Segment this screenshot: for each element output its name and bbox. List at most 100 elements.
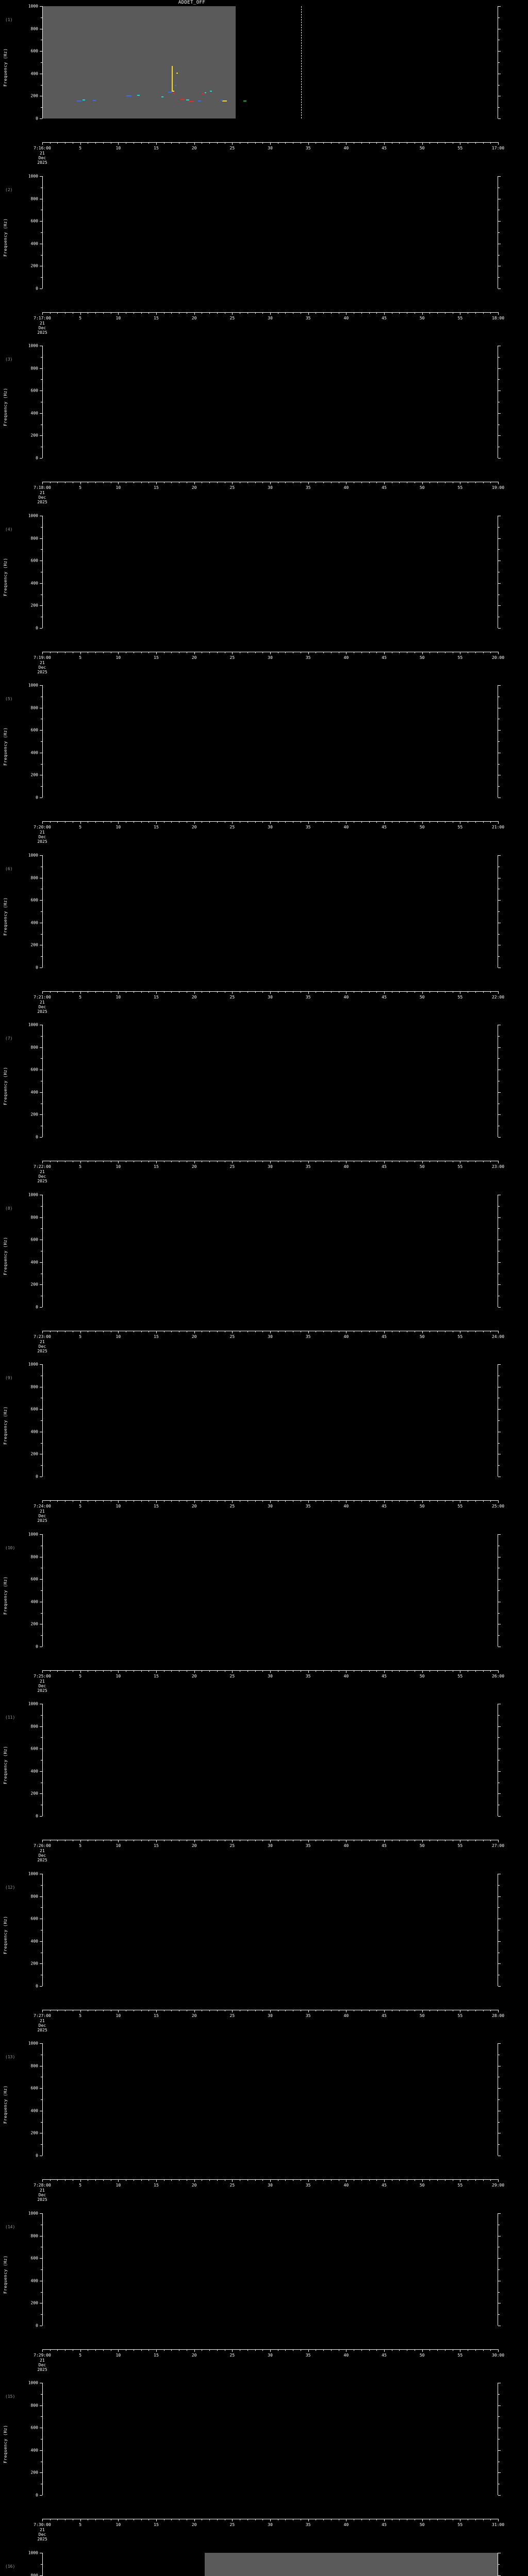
x-tick-label: 15: [154, 2013, 159, 2018]
right-axis-ticks: [498, 2553, 508, 2576]
x-tick-minor: [369, 312, 370, 314]
x-tick-minor: [483, 1161, 484, 1162]
plot-area[interactable]: [42, 2553, 498, 2576]
x-tick: [194, 2519, 195, 2521]
x-tick: [80, 2179, 81, 2182]
x-tick: [118, 1840, 119, 1842]
plot-area[interactable]: [42, 1195, 498, 1307]
y-tick-label: 400: [30, 2448, 38, 2453]
x-tick-label: 25: [229, 2522, 235, 2527]
chart-panel: (16)Frequency (Hz)020040060080010007:31:…: [0, 2551, 528, 2576]
y-tick-label: 400: [30, 1769, 38, 1774]
chart-panel: (6) Frequency (Hz) 0 200 400 600 800 1000 7:21:0…: [0, 853, 528, 1014]
plot-area[interactable]: [42, 2383, 498, 2495]
x-tick-label: 15: [154, 2183, 159, 2188]
plot-area[interactable]: [42, 2043, 498, 2156]
plot-area[interactable]: [42, 1874, 498, 1986]
plot-area[interactable]: [42, 176, 498, 289]
plot-area[interactable]: [42, 685, 498, 798]
y-axis-ticks: 0 200 400 600 800 1000: [0, 174, 42, 319]
x-tick-minor: [217, 2519, 218, 2520]
x-tick-label: 55: [457, 2013, 463, 2018]
x-tick-minor: [148, 2010, 150, 2011]
right-tick: [498, 2088, 501, 2089]
x-tick-label: 25: [229, 1334, 235, 1339]
x-tick: [194, 482, 195, 484]
x-tick-label: 50: [419, 2353, 425, 2358]
x-tick-minor: [444, 312, 446, 314]
x-tick-minor: [376, 482, 377, 483]
y-tick-label: 200: [30, 1451, 38, 1456]
x-tick: [384, 991, 385, 994]
x-tick-minor: [285, 1161, 286, 1162]
date-year: 2025: [37, 839, 47, 844]
x-tick-label: 55: [457, 2522, 463, 2527]
plot-area[interactable]: [42, 2213, 498, 2326]
x-tick-minor: [331, 2010, 332, 2011]
x-tick-minor: [399, 482, 400, 483]
x-tick-label: 25:00: [491, 1504, 505, 1509]
y-tick-label: 600: [30, 2256, 38, 2261]
right-tick-minor: [498, 549, 500, 550]
x-tick-label: 45: [382, 655, 387, 660]
plot-area[interactable]: [42, 1025, 498, 1137]
x-tick: [232, 652, 233, 654]
x-tick-label: 10: [116, 825, 121, 829]
x-tick-minor: [323, 1331, 324, 1332]
x-tick-label: 25: [229, 1843, 235, 1848]
x-tick-label: 31:00: [491, 2522, 505, 2527]
x-tick-label: 20: [191, 485, 197, 490]
x-tick-minor: [376, 312, 377, 314]
x-tick-label: 15: [154, 1334, 159, 1339]
plot-area[interactable]: [42, 346, 498, 458]
date-year: 2025: [37, 2537, 47, 2541]
x-tick: [80, 1670, 81, 1673]
y-tick-label: 800: [30, 536, 38, 541]
x-tick-minor: [437, 1840, 438, 1841]
x-tick-minor: [444, 2519, 446, 2520]
plot-area[interactable]: [42, 516, 498, 628]
x-tick: [42, 2519, 43, 2521]
x-axis-date-stack: 21 Dec 2025: [37, 2019, 47, 2032]
x-tick-minor: [331, 1331, 332, 1332]
detection-mark: [176, 72, 178, 74]
x-tick-label: 45: [382, 485, 387, 490]
x-tick-minor: [141, 142, 142, 144]
plot-area[interactable]: [42, 1534, 498, 1647]
x-tick-minor: [57, 1331, 58, 1332]
x-tick: [270, 1670, 271, 1673]
x-tick: [80, 1500, 81, 1503]
x-tick-label: 25: [229, 995, 235, 999]
x-tick-label: 45: [382, 1504, 387, 1509]
panel-index-label: (12): [5, 1885, 15, 1890]
x-tick-minor: [103, 1670, 104, 1672]
panel-index-label: (2): [5, 188, 13, 192]
x-tick: [118, 821, 119, 824]
x-tick-minor: [217, 1161, 218, 1162]
x-tick-minor: [262, 1500, 263, 1502]
right-axis-ticks: [498, 6, 508, 119]
x-tick-minor: [490, 991, 491, 993]
plot-area[interactable]: [42, 1704, 498, 1816]
x-tick-minor: [50, 1161, 51, 1162]
x-tick: [42, 2179, 43, 2182]
x-tick-minor: [331, 1840, 332, 1841]
x-tick-minor: [399, 1670, 400, 1672]
detection-mark: [204, 92, 206, 94]
x-tick-minor: [399, 2010, 400, 2011]
x-tick-minor: [399, 2179, 400, 2181]
plot-inner: [43, 685, 498, 798]
plot-area[interactable]: [42, 855, 498, 968]
plot-area[interactable]: [42, 6, 498, 118]
right-axis-ticks: [498, 1874, 508, 1987]
detection-mark: [173, 93, 175, 94]
x-tick-minor: [262, 652, 263, 653]
y-tick-label: 800: [30, 2233, 38, 2239]
plot-area[interactable]: [42, 1364, 498, 1477]
x-tick-label: 7:27:00: [34, 2013, 51, 2018]
right-tick-minor: [498, 1613, 500, 1614]
x-tick-minor: [255, 1670, 256, 1672]
right-tick: [498, 2213, 501, 2214]
right-tick-minor: [498, 1715, 500, 1716]
y-tick: [40, 1579, 42, 1580]
